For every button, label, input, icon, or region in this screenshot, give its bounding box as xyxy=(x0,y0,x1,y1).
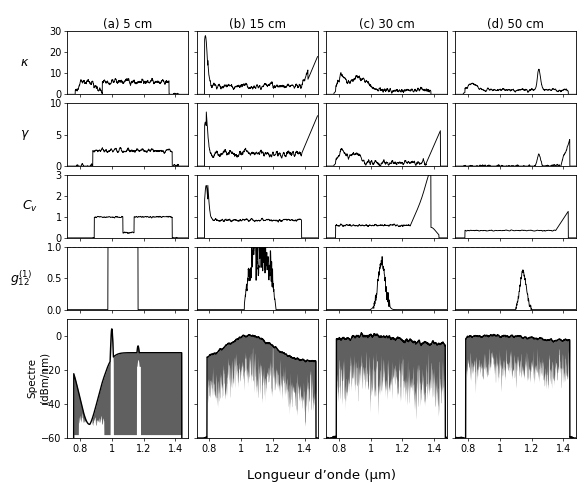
Title: (c) 30 cm: (c) 30 cm xyxy=(359,18,414,31)
Title: (b) 15 cm: (b) 15 cm xyxy=(229,18,285,31)
Title: (a) 5 cm: (a) 5 cm xyxy=(103,18,152,31)
Y-axis label: $\gamma$: $\gamma$ xyxy=(19,128,29,142)
Y-axis label: $C_v$: $C_v$ xyxy=(22,199,39,214)
Y-axis label: $g_{12}^{(1)}$: $g_{12}^{(1)}$ xyxy=(11,269,32,288)
Y-axis label: $\kappa$: $\kappa$ xyxy=(20,57,29,69)
Text: Longueur d’onde (μm): Longueur d’onde (μm) xyxy=(247,469,396,482)
Title: (d) 50 cm: (d) 50 cm xyxy=(487,18,544,31)
Y-axis label: Spectre
(dBm/nm): Spectre (dBm/nm) xyxy=(27,352,49,404)
